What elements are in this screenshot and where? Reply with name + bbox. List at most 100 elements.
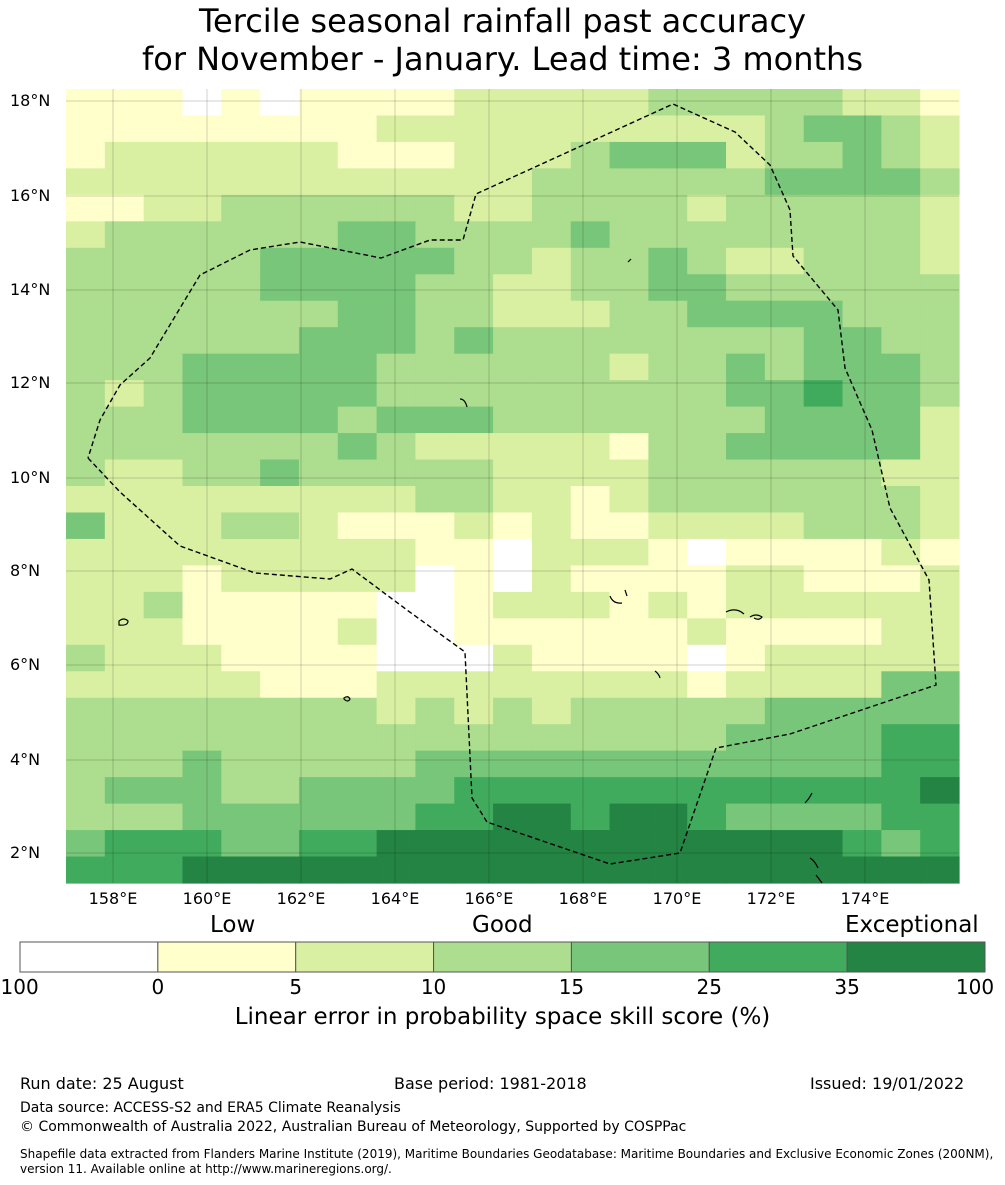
skill-cell: [337, 512, 378, 540]
skill-cell: [609, 697, 649, 725]
skill-cell: [609, 618, 649, 646]
skill-cell: [687, 671, 727, 699]
skill-cell: [415, 565, 455, 593]
skill-cell: [376, 777, 417, 805]
skill-cell: [687, 644, 727, 672]
skill-cell: [415, 115, 455, 143]
skill-cell: [298, 830, 339, 858]
skill-cell: [454, 777, 494, 805]
skill-cell: [803, 221, 844, 249]
skill-cell: [143, 644, 184, 672]
skill-cell: [104, 89, 145, 117]
skill-cell: [221, 671, 261, 699]
longitude-label: 172°E: [746, 889, 796, 908]
colorbar-segment: [433, 941, 572, 973]
map-title-line1: Tercile seasonal rainfall past accuracy: [198, 2, 807, 40]
skill-cell: [376, 697, 417, 725]
skill-cell: [66, 433, 106, 461]
skill-cell: [493, 89, 533, 117]
skill-cell: [764, 327, 805, 355]
skill-cell: [609, 538, 649, 566]
skill-cell: [143, 856, 184, 884]
skill-cell: [842, 168, 882, 196]
skill-cell: [609, 777, 649, 805]
skill-cell: [260, 353, 300, 381]
skill-cell: [609, 459, 649, 487]
skill-cell: [182, 830, 222, 858]
skill-cell: [66, 697, 106, 725]
skill-cell: [609, 168, 649, 196]
skill-cell: [687, 830, 727, 858]
skill-cell: [182, 750, 222, 778]
skill-cell: [337, 618, 378, 646]
skill-cell: [415, 750, 455, 778]
skill-cell: [143, 194, 184, 222]
skill-cell: [454, 115, 494, 143]
skill-cell: [531, 353, 572, 381]
skill-cell: [454, 565, 494, 593]
colorbar-tick-label: -100: [0, 975, 39, 999]
skill-cell: [182, 512, 222, 540]
skill-cell: [842, 459, 882, 487]
skill-cell: [842, 644, 882, 672]
skill-cell: [920, 380, 960, 408]
skill-cell: [182, 565, 222, 593]
skill-cell: [66, 300, 106, 328]
skill-cell: [764, 512, 805, 540]
skill-cell: [842, 618, 882, 646]
skill-cell: [298, 856, 339, 884]
skill-cell: [531, 380, 572, 408]
skill-cell: [66, 565, 106, 593]
skill-cell: [531, 327, 572, 355]
skill-cell: [531, 274, 572, 302]
skill-cell: [182, 803, 222, 831]
skill-cell: [920, 856, 960, 884]
skill-cell: [454, 591, 494, 619]
skill-cell: [881, 221, 921, 249]
skill-cell: [493, 830, 533, 858]
skill-cell: [648, 512, 688, 540]
skill-cell: [415, 194, 455, 222]
skill-cell: [260, 565, 300, 593]
skill-cell: [570, 803, 611, 831]
skill-cell: [260, 274, 300, 302]
skill-cell: [609, 115, 649, 143]
skill-cell: [376, 565, 417, 593]
skill-cell: [260, 830, 300, 858]
skill-cell: [764, 380, 805, 408]
skill-cell: [920, 327, 960, 355]
skill-cell: [337, 380, 378, 408]
skill-cell: [260, 486, 300, 514]
skill-cell: [687, 459, 727, 487]
skill-cell: [66, 856, 106, 884]
skill-cell: [221, 724, 261, 752]
skill-cell: [609, 89, 649, 117]
skill-cell: [337, 194, 378, 222]
skill-cell: [764, 433, 805, 461]
skill-cell: [415, 486, 455, 514]
skill-cell: [842, 89, 882, 117]
skill-cell: [260, 433, 300, 461]
skill-cell: [842, 353, 882, 381]
skill-cell: [298, 459, 339, 487]
skill-cell: [687, 618, 727, 646]
skill-cell: [298, 565, 339, 593]
skill-cell: [687, 115, 727, 143]
skill-cell: [298, 194, 339, 222]
skill-cell: [143, 750, 184, 778]
skill-cell: [66, 380, 106, 408]
skill-cell: [609, 830, 649, 858]
skill-cell: [803, 644, 844, 672]
skill-cell: [726, 777, 766, 805]
skill-cell: [803, 89, 844, 117]
skill-cell: [803, 433, 844, 461]
skill-cell: [454, 168, 494, 196]
skill-cell: [648, 194, 688, 222]
skill-cell: [881, 353, 921, 381]
skill-cell: [764, 644, 805, 672]
skill-cell: [881, 644, 921, 672]
skill-cell: [104, 803, 145, 831]
skill-cell: [726, 565, 766, 593]
skill-cell: [493, 777, 533, 805]
skill-cell: [66, 327, 106, 355]
